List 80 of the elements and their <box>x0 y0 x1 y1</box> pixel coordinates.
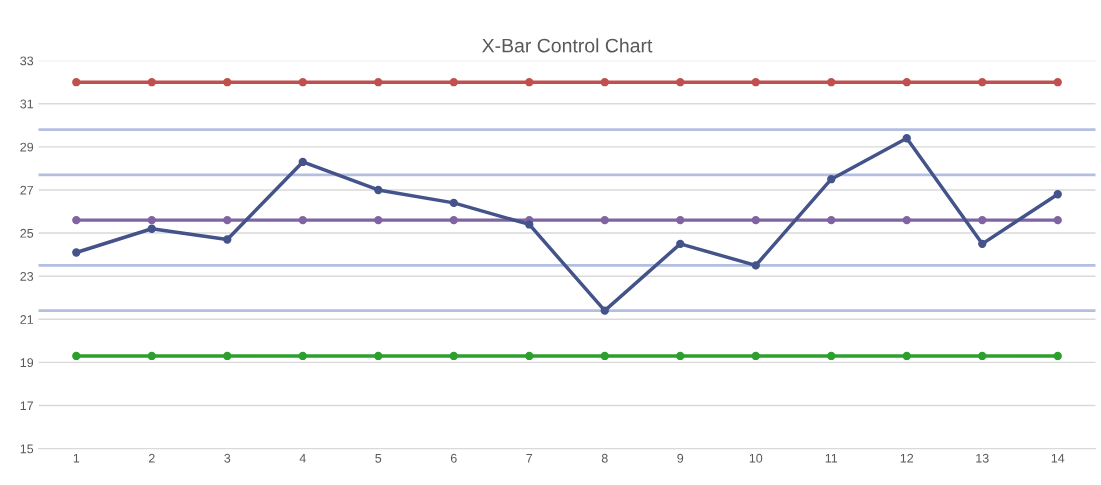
point <box>1053 215 1062 225</box>
point <box>600 351 609 361</box>
x-tick-label: 9 <box>677 453 684 463</box>
chart-title: X-Bar Control Chart <box>482 38 653 53</box>
point <box>978 78 987 87</box>
point <box>902 134 911 143</box>
y-tick-label: 19 <box>20 358 34 368</box>
x-tick-label: 13 <box>976 453 989 463</box>
point <box>902 351 911 361</box>
point <box>525 78 534 87</box>
point <box>751 78 760 87</box>
x-tick-label: 8 <box>601 453 608 463</box>
point <box>525 351 534 361</box>
x-tick-label: 2 <box>148 453 155 463</box>
y-tick-label: 25 <box>20 228 34 238</box>
point <box>600 306 609 315</box>
x-tick-label: 6 <box>450 453 457 463</box>
point <box>1053 351 1062 361</box>
point <box>72 248 81 257</box>
x-tick-label: 1 <box>73 453 80 463</box>
point <box>676 215 685 225</box>
point <box>902 215 911 225</box>
point <box>827 351 836 361</box>
point <box>147 224 156 233</box>
point <box>978 239 987 249</box>
x-tick-label: 3 <box>224 453 231 463</box>
point <box>298 157 307 167</box>
y-tick-label: 15 <box>20 444 34 454</box>
x-tick-label: 14 <box>1051 453 1065 463</box>
point <box>676 239 685 249</box>
point <box>827 175 836 184</box>
point <box>449 78 458 87</box>
x-tick-label: 7 <box>526 453 533 463</box>
point <box>600 78 609 87</box>
y-tick-label: 33 <box>20 56 34 66</box>
point <box>147 78 156 87</box>
point <box>298 351 307 361</box>
x-tick-label: 11 <box>825 453 838 463</box>
point <box>902 78 911 87</box>
point <box>374 78 383 87</box>
y-tick-label: 17 <box>20 401 34 411</box>
point <box>72 78 81 87</box>
point <box>72 351 81 361</box>
point <box>298 215 307 225</box>
point <box>751 215 760 225</box>
y-tick-label: 31 <box>20 99 34 109</box>
point <box>751 261 760 270</box>
y-tick-label: 23 <box>20 271 34 281</box>
point <box>374 351 383 361</box>
point <box>1053 190 1062 199</box>
point <box>449 198 458 208</box>
point <box>223 235 232 244</box>
point <box>676 78 685 87</box>
point <box>827 78 836 87</box>
x-tick-label: 10 <box>749 453 763 463</box>
point <box>827 215 836 225</box>
point <box>223 215 232 225</box>
point <box>374 215 383 225</box>
point <box>978 215 987 225</box>
point <box>600 215 609 225</box>
point <box>525 220 534 229</box>
x-tick-label: 5 <box>375 453 382 463</box>
x-tick-label: 12 <box>900 453 914 463</box>
point <box>449 351 458 361</box>
point <box>1053 78 1062 87</box>
point <box>147 351 156 361</box>
point <box>147 215 156 225</box>
point <box>449 215 458 225</box>
point <box>223 78 232 87</box>
point <box>978 351 987 361</box>
x-tick-label: 4 <box>299 453 306 463</box>
point <box>298 78 307 87</box>
point <box>72 215 81 225</box>
y-tick-label: 21 <box>20 315 34 324</box>
point <box>676 351 685 361</box>
point <box>751 351 760 361</box>
y-tick-label: 29 <box>20 142 34 152</box>
point <box>223 351 232 361</box>
y-tick-label: 27 <box>20 185 34 195</box>
point <box>374 185 383 195</box>
